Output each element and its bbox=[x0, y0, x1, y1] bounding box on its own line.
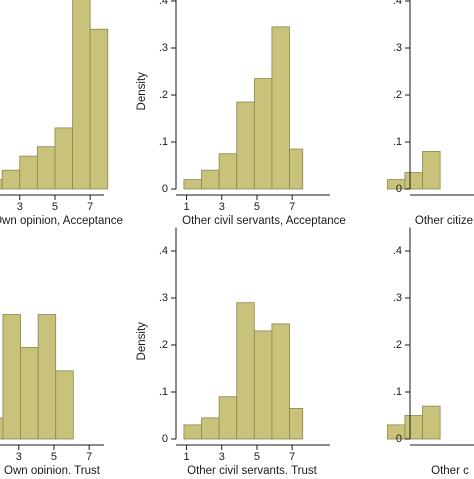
x-tick-label: 3 bbox=[16, 451, 22, 463]
histogram-panel: 3 5 7 Own opinion, Acceptance bbox=[0, 0, 123, 227]
y-tick-label: 0 bbox=[396, 183, 402, 195]
histogram-bar bbox=[201, 169, 220, 190]
histogram-bar bbox=[236, 101, 255, 190]
y-tick-label: 0 bbox=[162, 433, 168, 445]
histogram-bar bbox=[54, 127, 73, 190]
histogram-bar bbox=[183, 179, 202, 190]
x-tick-label: 1 bbox=[183, 201, 189, 213]
histogram-bar bbox=[19, 155, 38, 190]
y-tick-label: .4 bbox=[159, 0, 168, 7]
histogram-bar bbox=[55, 370, 74, 440]
histogram-bar bbox=[218, 153, 238, 190]
histogram-bar bbox=[253, 330, 273, 440]
histogram-bar bbox=[271, 26, 290, 190]
y-tick-label: .3 bbox=[159, 292, 168, 304]
y-tick-label: 0 bbox=[396, 433, 402, 445]
x-tick-label: 7 bbox=[289, 451, 295, 463]
y-axis-title: Density bbox=[136, 322, 148, 361]
y-axis-title: Density bbox=[136, 72, 148, 111]
y-tick-label: .2 bbox=[159, 89, 168, 101]
histogram-bar bbox=[218, 396, 238, 440]
y-tick-label: .1 bbox=[159, 386, 168, 398]
histogram-panel: 0 .1 .2 .3 .4 Other citize bbox=[386, 0, 474, 227]
histogram-panel: 0 .1 .2 .3 .4 1 3 5 7 Other civil servants, Accep… bbox=[136, 0, 346, 227]
y-tick-label: 0 bbox=[162, 183, 168, 195]
x-axis-title: Other civil servants, Acceptance bbox=[182, 215, 346, 227]
histogram-panel: 0 .1 .2 .3 .4 1 3 5 7 Other civil servants, Trust… bbox=[136, 227, 330, 474]
histogram-bar bbox=[236, 302, 255, 440]
x-axis-title: Own opinion, Trust bbox=[4, 465, 101, 474]
histogram-bar bbox=[271, 323, 290, 440]
y-tick-label: .4 bbox=[393, 245, 402, 257]
histogram-bar bbox=[404, 172, 423, 190]
x-tick-label: 3 bbox=[219, 451, 225, 463]
histogram-bar bbox=[253, 78, 273, 190]
histogram-bar bbox=[201, 417, 220, 440]
x-tick-label: 7 bbox=[86, 451, 92, 463]
histogram-bar bbox=[72, 0, 91, 190]
x-tick-label: 3 bbox=[17, 201, 23, 213]
histogram-bar bbox=[289, 148, 304, 190]
histogram-bar bbox=[422, 405, 441, 440]
y-tick-label: .3 bbox=[393, 42, 402, 54]
histogram-bar bbox=[1, 169, 21, 190]
histogram-bar bbox=[2, 314, 21, 440]
x-tick-label: 5 bbox=[51, 451, 57, 463]
histogram-bar bbox=[37, 314, 57, 440]
histogram-bar bbox=[289, 408, 304, 440]
x-tick-label: 7 bbox=[87, 201, 93, 213]
x-tick-label: 5 bbox=[254, 201, 260, 213]
y-tick-label: .1 bbox=[393, 386, 402, 398]
histogram-panel: 3 5 7 Own opinion, Trust bbox=[0, 314, 104, 474]
y-tick-label: .2 bbox=[393, 339, 402, 351]
y-tick-label: .3 bbox=[159, 42, 168, 54]
histogram-bar bbox=[89, 28, 109, 190]
x-axis-title: Other citize bbox=[415, 215, 473, 227]
histogram-bar bbox=[36, 146, 56, 190]
x-tick-label: 1 bbox=[183, 451, 189, 463]
x-tick-label: 7 bbox=[289, 201, 295, 213]
y-tick-label: .3 bbox=[393, 292, 402, 304]
x-tick-label: 5 bbox=[254, 451, 260, 463]
y-tick-label: .2 bbox=[393, 89, 402, 101]
y-tick-label: .1 bbox=[393, 136, 402, 148]
y-tick-label: .1 bbox=[159, 136, 168, 148]
y-tick-label: .4 bbox=[393, 0, 402, 7]
x-tick-label: 3 bbox=[219, 201, 225, 213]
x-axis-title: Other c bbox=[431, 465, 469, 474]
histogram-bar bbox=[0, 417, 4, 440]
histogram-bar bbox=[404, 415, 423, 440]
x-tick-label: 5 bbox=[52, 201, 58, 213]
x-axis-title: Own opinion, Acceptance bbox=[0, 215, 123, 227]
x-axis-title: Other civil servants, Trust bbox=[187, 465, 318, 474]
histogram-bar bbox=[20, 346, 39, 440]
y-tick-label: .4 bbox=[159, 245, 168, 257]
histogram-bar bbox=[183, 424, 202, 440]
histogram-panel: 0 .1 .2 .3 .4 Other c bbox=[386, 227, 474, 474]
y-tick-label: .2 bbox=[159, 339, 168, 351]
histogram-bar bbox=[422, 150, 441, 190]
